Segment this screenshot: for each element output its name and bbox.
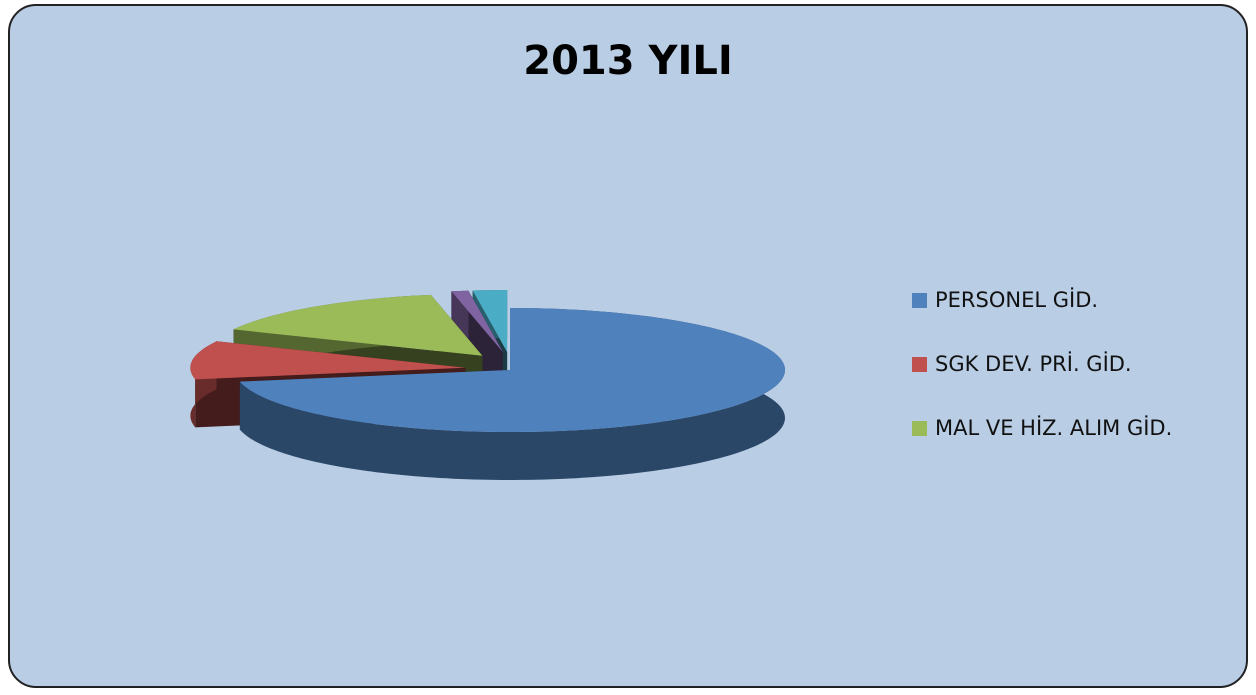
legend-label: MAL VE HİZ. ALIM GİD. (935, 416, 1173, 440)
legend-swatch (912, 357, 927, 372)
slice (233, 294, 483, 356)
slice (451, 290, 503, 353)
slice (190, 341, 466, 380)
legend: PERSONEL GİD. SGK DEV. PRİ. GİD. MAL VE Hİ… (912, 285, 1212, 477)
chart-title: 2013 YILI (523, 38, 733, 84)
legend-item: MAL VE HİZ. ALIM GİD. (912, 413, 1212, 443)
slice (472, 290, 508, 352)
legend-item: PERSONEL GİD. (912, 285, 1212, 315)
legend-label: SGK DEV. PRİ. GİD. (935, 352, 1132, 376)
legend-item: SGK DEV. PRİ. GİD. (912, 349, 1212, 379)
slice (239, 308, 785, 432)
legend-label: PERSONEL GİD. (935, 288, 1099, 312)
legend-swatch (912, 293, 927, 308)
legend-swatch (912, 421, 927, 436)
